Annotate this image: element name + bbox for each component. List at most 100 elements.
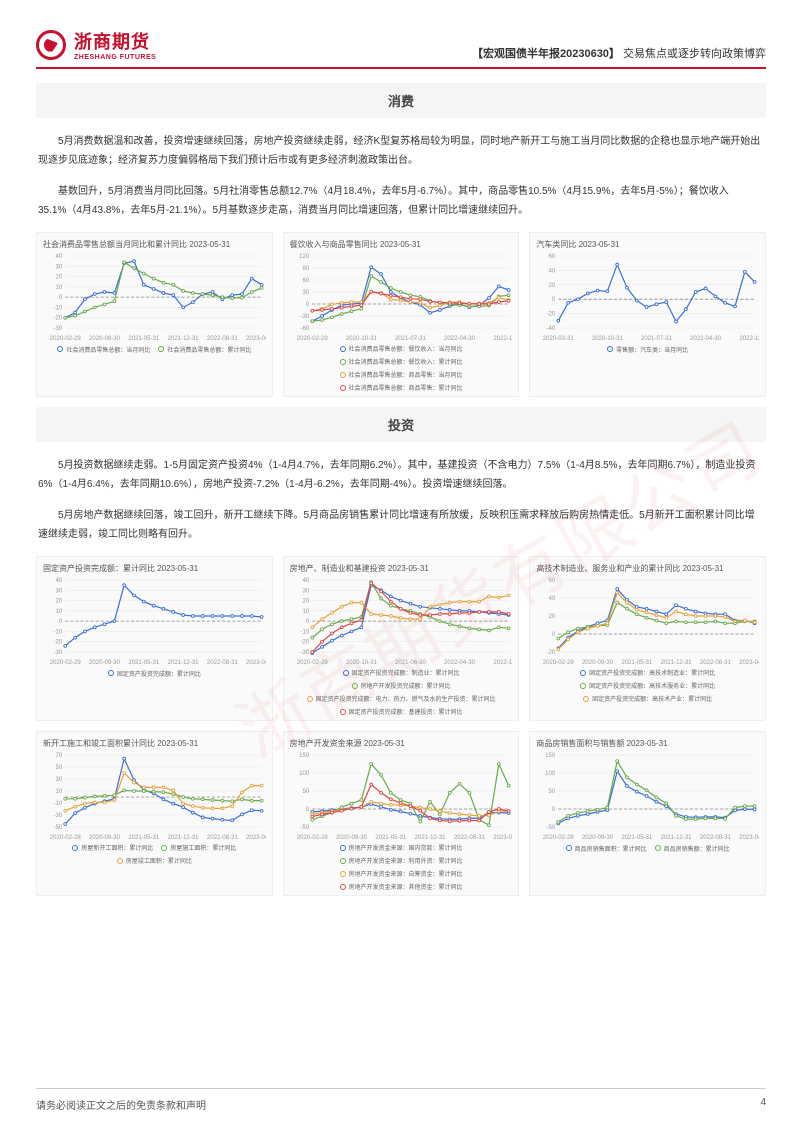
- svg-text:2021-06-30: 2021-06-30: [395, 660, 427, 666]
- legend-item: 房地产开发资金来源：其他资金：累计同比: [340, 882, 463, 891]
- chart-c7: 新开工施工和竣工面积累计同比 2023-05-31-50-30-10103050…: [36, 731, 273, 896]
- svg-text:2020-09-30: 2020-09-30: [89, 336, 121, 342]
- svg-text:2021-05-31: 2021-05-31: [128, 835, 160, 841]
- svg-text:10: 10: [55, 609, 62, 615]
- svg-text:10: 10: [55, 285, 62, 291]
- legend-item: 房地产开发资金来源：国内贷款：累计同比: [340, 843, 463, 852]
- svg-text:50: 50: [549, 789, 556, 795]
- svg-text:50: 50: [55, 765, 62, 771]
- legend-item: 房屋竣工面积：累计同比: [117, 856, 192, 865]
- legend-item: 社会消费品零售总额：餐饮收入：累计同比: [340, 357, 463, 366]
- legend-item: 固定资产投资完成额：高技术服务业：累计同比: [580, 681, 715, 690]
- svg-text:2023-04-30: 2023-04-30: [739, 660, 759, 666]
- svg-text:-10: -10: [300, 629, 309, 635]
- svg-text:2021-05-31: 2021-05-31: [622, 835, 654, 841]
- chart-legend: 房地产开发资金来源：国内贷款：累计同比房地产开发资金来源：利用外资：累计同比房地…: [290, 843, 513, 891]
- svg-text:30: 30: [302, 588, 309, 594]
- footer-disclaimer: 请务必阅读正文之后的免责条款和声明: [36, 1097, 206, 1112]
- chart-plot: -30-20-100102030402020-02-292020-09-3020…: [43, 576, 266, 666]
- legend-item: 社会消费品零售总额：商品零售：累计同比: [340, 383, 463, 392]
- svg-text:2021-05-31: 2021-05-31: [128, 336, 160, 342]
- svg-text:-60: -60: [300, 326, 309, 332]
- svg-text:2020-02-28: 2020-02-28: [296, 835, 328, 841]
- legend-item: 固定资产投资完成额：基建投资：累计同比: [340, 707, 463, 716]
- svg-text:-30: -30: [300, 314, 309, 320]
- svg-text:2022-04-30: 2022-04-30: [444, 336, 476, 342]
- legend-item: 商品房销售面积：累计同比: [566, 843, 647, 853]
- investment-chart-row-2: 新开工施工和竣工面积累计同比 2023-05-31-50-30-10103050…: [36, 731, 766, 896]
- svg-text:2021-12-31: 2021-12-31: [661, 660, 693, 666]
- chart-legend: 固定资产投资完成额：制造业：累计同比房地产开发投资完成额：累计同比固定资产投资完…: [290, 668, 513, 716]
- svg-text:20: 20: [302, 599, 309, 605]
- svg-text:2020-02-28: 2020-02-28: [50, 835, 82, 841]
- svg-text:2022-08-31: 2022-08-31: [207, 660, 239, 666]
- chart-plot: -500501001502020-02-282020-09-302021-05-…: [290, 751, 513, 841]
- svg-text:0: 0: [552, 807, 556, 813]
- svg-text:-30: -30: [53, 813, 62, 819]
- svg-text:2021-12-31: 2021-12-31: [168, 336, 200, 342]
- svg-text:2022-08-31: 2022-08-31: [700, 660, 732, 666]
- svg-text:30: 30: [55, 777, 62, 783]
- legend-item: 房屋施工面积：累计同比: [161, 843, 236, 852]
- svg-text:40: 40: [549, 268, 556, 274]
- svg-text:2021-07-31: 2021-07-31: [395, 336, 427, 342]
- investment-para-2: 5月房地产数据继续回落，竣工回升，新开工继续下降。5月商品房销售累计同比增速有所…: [36, 506, 766, 544]
- brand-name-cn: 浙商期货: [74, 28, 156, 54]
- svg-text:10: 10: [55, 789, 62, 795]
- svg-text:-10: -10: [53, 629, 62, 635]
- svg-text:70: 70: [55, 753, 62, 759]
- svg-text:2022-04-30: 2022-04-30: [444, 660, 476, 666]
- svg-text:-50: -50: [547, 825, 556, 831]
- svg-text:2020-02-28: 2020-02-28: [543, 835, 575, 841]
- legend-item: 固定资产投资完成额：高技术产业：累计同比: [583, 694, 712, 703]
- investment-para-1: 5月投资数据继续走弱。1-5月固定资产投资4%（1-4月4.7%，去年同期6.2…: [36, 456, 766, 494]
- legend-item: 房地产开发资金来源：自筹资金：累计同比: [340, 869, 463, 878]
- svg-text:90: 90: [302, 266, 309, 272]
- chart-title: 房地产、制造业和基建投资 2023-05-31: [290, 563, 513, 574]
- chart-legend: 零售额：汽车类：当月同比: [536, 344, 759, 354]
- svg-text:-20: -20: [547, 650, 556, 656]
- svg-text:2020-03-31: 2020-03-31: [543, 336, 575, 342]
- brand-name-en: ZHESHANG FUTURES: [74, 54, 156, 61]
- svg-text:-20: -20: [53, 316, 62, 322]
- svg-text:2020-09-30: 2020-09-30: [582, 835, 614, 841]
- consumption-chart-row: 社会消费品零售总额当月同比和累计同比 2023-05-31 -30-20-1001…: [36, 232, 766, 397]
- chart-title: 新开工施工和竣工面积累计同比 2023-05-31: [43, 738, 266, 749]
- chart-plot: -40-2002040602020-03-312020-10-312021-07…: [536, 252, 759, 342]
- svg-text:40: 40: [302, 578, 309, 584]
- chart-plot: -30-20-100102030402020-02-292020-10-3120…: [290, 576, 513, 666]
- chart-plot: -30-20-100102030402020-02-292020-09-3020…: [43, 252, 266, 342]
- svg-text:2021-05-31: 2021-05-31: [128, 660, 160, 666]
- legend-item: 零售额：汽车类：当月同比: [607, 344, 688, 354]
- svg-text:2021-12-31: 2021-12-31: [168, 660, 200, 666]
- svg-text:-50: -50: [53, 825, 62, 831]
- svg-text:150: 150: [545, 753, 556, 759]
- svg-text:2023-04-30: 2023-04-30: [739, 835, 759, 841]
- svg-text:2022-04-30: 2022-04-30: [690, 336, 722, 342]
- investment-chart-row-1: 固定资产投资完成额：累计同比 2023-05-31-30-20-10010203…: [36, 556, 766, 721]
- chart-title: 社会消费品零售总额当月同比和累计同比 2023-05-31: [43, 239, 266, 250]
- svg-text:2023-04-30: 2023-04-30: [246, 660, 266, 666]
- page-footer: 请务必阅读正文之后的免责条款和声明 4: [36, 1088, 766, 1112]
- section-heading-investment: 投资: [36, 407, 766, 442]
- svg-text:50: 50: [302, 789, 309, 795]
- svg-text:2020-09-30: 2020-09-30: [582, 660, 614, 666]
- svg-text:2020-02-29: 2020-02-29: [296, 660, 328, 666]
- chart-c8: 房地产开发资金来源 2023-05-31-500501001502020-02-…: [283, 731, 520, 896]
- svg-text:2022-11-30: 2022-11-30: [493, 336, 512, 342]
- footer-page-number: 4: [760, 1097, 766, 1112]
- svg-text:0: 0: [306, 302, 310, 308]
- brand-logo: 浙商期货 ZHESHANG FUTURES: [36, 28, 156, 61]
- svg-text:0: 0: [306, 807, 310, 813]
- svg-text:40: 40: [55, 254, 62, 260]
- legend-item: 商品房销售额：累计同比: [655, 843, 730, 853]
- svg-text:-40: -40: [547, 326, 556, 332]
- svg-text:2022-11-30: 2022-11-30: [740, 336, 759, 342]
- page-header: 浙商期货 ZHESHANG FUTURES 【宏观国债半年报20230630】 …: [36, 28, 766, 69]
- logo-mark-icon: [36, 30, 66, 60]
- svg-text:2022-11-30: 2022-11-30: [493, 660, 512, 666]
- chart-plot: -2002040602020-02-292020-09-302021-05-31…: [536, 576, 759, 666]
- chart-legend: 商品房销售面积：累计同比商品房销售额：累计同比: [536, 843, 759, 853]
- consumption-para-1: 5月消费数据温和改善，投资增速继续回落，房地产投资继续走弱，经济K型复苏格局较为…: [36, 132, 766, 170]
- legend-item: 固定资产投资完成额：累计同比: [108, 668, 201, 678]
